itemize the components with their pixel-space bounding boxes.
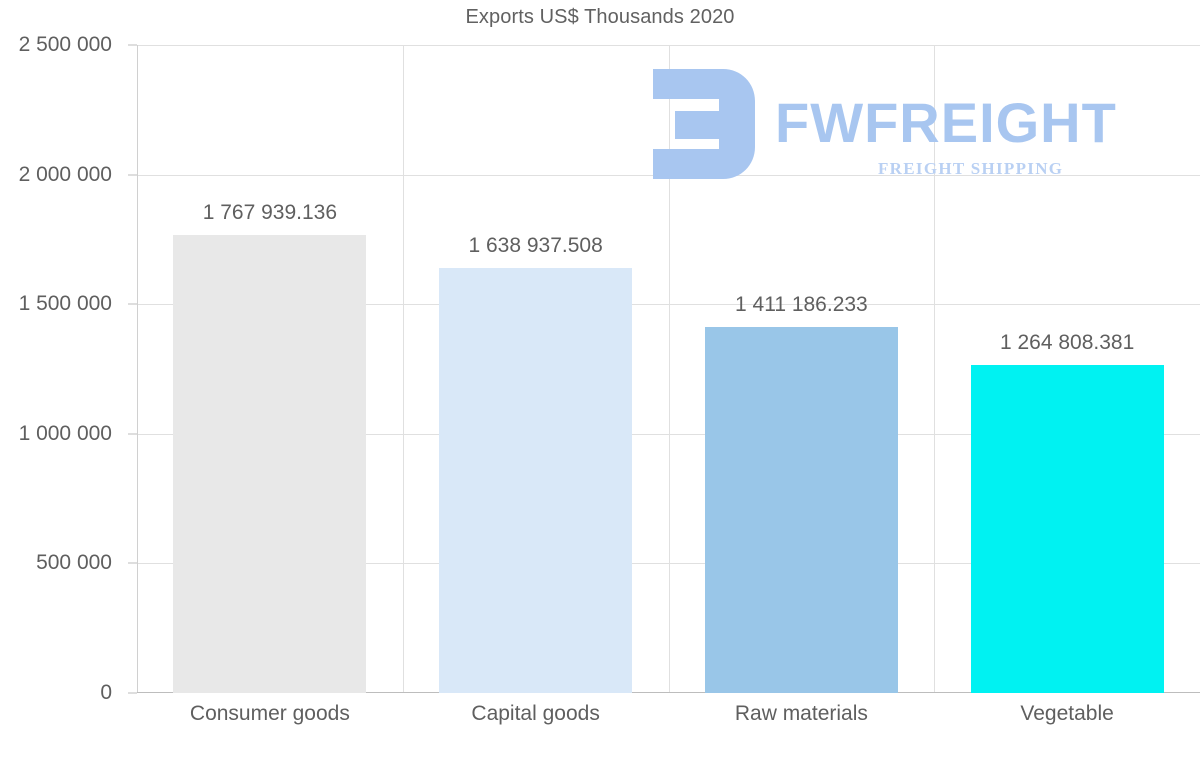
bar[interactable]: [439, 268, 633, 693]
y-axis-tick-mark: [128, 433, 137, 435]
x-axis-line: [137, 692, 1200, 693]
bar-value-label: 1 411 186.233: [735, 293, 868, 317]
y-axis-tick-label: 500 000: [36, 551, 112, 575]
y-axis-tick-mark: [128, 692, 137, 694]
y-axis-tick-mark: [128, 303, 137, 305]
gridline-horizontal: [137, 45, 1200, 46]
bar[interactable]: [173, 234, 367, 693]
y-axis-tick-label: 2 500 000: [18, 33, 112, 56]
gridline-vertical: [934, 45, 935, 693]
x-axis-tick-label: Raw materials: [734, 702, 868, 725]
bar[interactable]: [970, 365, 1164, 693]
y-axis-line: [137, 45, 138, 693]
y-axis-tick-label: 1 500 000: [18, 292, 112, 316]
y-axis-tick-label: 1 000 000: [18, 421, 112, 445]
y-axis-tick-mark: [128, 44, 137, 46]
chart-title: Exports US$ Thousands 2020: [465, 6, 735, 28]
y-axis-tick-mark: [128, 562, 137, 564]
plot-area: 1 767 939.136 1 638 937.508 1 411 186.233 1…: [137, 45, 1200, 693]
bar-value-label: 1 767 939.136: [202, 200, 338, 224]
x-axis-tick-label: Vegetable: [1020, 702, 1114, 725]
gridline-horizontal: [137, 563, 1200, 565]
y-axis-tick-mark: [128, 174, 137, 176]
x-axis-tick-label: Consumer goods: [189, 702, 350, 725]
gridline-vertical: [403, 45, 404, 693]
y-axis-tick-label: 2 000 000: [18, 162, 112, 186]
gridline-horizontal: [137, 304, 1200, 306]
bar-value-label: 1 638 937.508: [468, 234, 603, 258]
gridline-horizontal: [137, 433, 1200, 435]
x-axis-tick-label: Capital goods: [471, 702, 600, 725]
bar-value-label: 1 264 808.381: [999, 331, 1135, 355]
y-axis-tick-label: 0: [100, 681, 112, 704]
bar[interactable]: [704, 327, 898, 693]
gridline-vertical: [669, 45, 670, 693]
